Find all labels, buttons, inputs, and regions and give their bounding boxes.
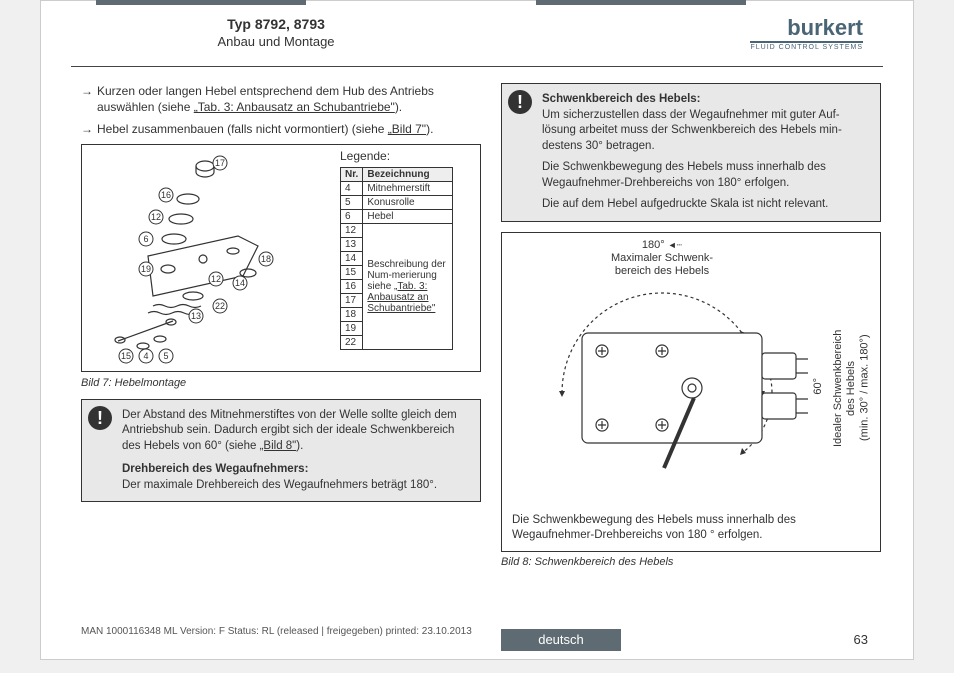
brand-logo: burkert FLUID CONTROL SYSTEMS	[750, 15, 863, 51]
left-column: → Kurzen oder langen Hebel entsprechend …	[81, 83, 481, 502]
note-text: Um sicherzustellen dass der Wegaufnehmer…	[542, 108, 872, 155]
note-text: Der maximale Drehbereich des Wegaufnehme…	[122, 478, 472, 494]
link-bild7[interactable]: „Bild 7"	[388, 122, 426, 136]
right-column: ! Schwenkbereich des Hebels: Um sicherzu…	[501, 83, 881, 568]
page-number: 63	[854, 632, 868, 647]
svg-text:19: 19	[141, 264, 151, 274]
logo-tagline: FLUID CONTROL SYSTEMS	[750, 41, 863, 51]
figure-8-box: 180° ◄┄ Maximaler Schwenk- bereich des H…	[501, 232, 881, 552]
instruction-text: Kurzen oder langen Hebel entsprechend de…	[97, 83, 481, 115]
language-tab: deutsch	[501, 629, 621, 651]
tab-marker-left	[96, 0, 306, 5]
note-text: Der Abstand des Mitnehmerstiftes von der…	[122, 408, 472, 455]
svg-text:14: 14	[235, 278, 245, 288]
tab-marker-right	[536, 0, 746, 5]
type-number: Typ 8792, 8793	[101, 16, 451, 32]
note-heading: Drehbereich des Wegaufnehmers:	[122, 462, 472, 478]
figure-7-diagram: 17 16 12 6 19 18 14 12 22 13 15 4 5	[88, 151, 323, 366]
legend-title: Legende:	[340, 149, 390, 163]
instruction-text: Hebel zusammenbauen (falls nicht vormont…	[97, 121, 433, 137]
link-tab3[interactable]: „Tab. 3: Anbausatz an Schubantriebe"	[194, 100, 395, 114]
arrow-icon: →	[81, 121, 93, 137]
svg-text:12: 12	[211, 274, 221, 284]
legend-header-bez: Bezeichnung	[363, 167, 453, 181]
note-heading: Schwenkbereich des Hebels:	[542, 92, 872, 108]
legend-header-nr: Nr.	[341, 167, 363, 181]
page: Typ 8792, 8793 Anbau und Montage burkert…	[40, 0, 914, 660]
svg-text:18: 18	[261, 254, 271, 264]
note-box-left: ! Der Abstand des Mitnehmerstiftes von d…	[81, 399, 481, 503]
svg-text:16: 16	[161, 190, 171, 200]
svg-text:15: 15	[121, 351, 131, 361]
svg-text:12: 12	[151, 212, 161, 222]
figure-8-caption: Bild 8: Schwenkbereich des Hebels	[501, 556, 881, 568]
logo-text: burkert	[750, 15, 863, 41]
instruction-item: → Hebel zusammenbauen (falls nicht vormo…	[81, 121, 481, 137]
footer-metadata: MAN 1000116348 ML Version: F Status: RL …	[81, 626, 472, 637]
section-title: Anbau und Montage	[101, 34, 451, 49]
svg-text:4: 4	[143, 351, 148, 361]
note-text: Die auf dem Hebel aufgedruckte Skala ist…	[542, 197, 872, 213]
header-title-block: Typ 8792, 8793 Anbau und Montage	[101, 16, 451, 49]
svg-text:13: 13	[191, 311, 201, 321]
note-box-right: ! Schwenkbereich des Hebels: Um sicherzu…	[501, 83, 881, 222]
figure-8-diagram	[502, 233, 882, 493]
fig8-label-ideal: Idealer Schwenkbereich des Hebels (min. …	[832, 318, 872, 458]
note-text: Die Schwenkbewegung des Hebels muss inne…	[542, 160, 872, 191]
fig8-label-60: 60°	[812, 378, 824, 395]
figure-7-box: 17 16 12 6 19 18 14 12 22 13 15 4 5	[81, 144, 481, 372]
instruction-item: → Kurzen oder langen Hebel entsprechend …	[81, 83, 481, 115]
fig8-bottom-text: Die Schwenkbewegung des Hebels muss inne…	[512, 513, 872, 543]
figure-7-caption: Bild 7: Hebelmontage	[81, 377, 481, 389]
attention-icon: !	[88, 406, 112, 430]
attention-icon: !	[508, 90, 532, 114]
arrow-icon: →	[81, 83, 93, 115]
svg-text:6: 6	[143, 234, 148, 244]
svg-text:22: 22	[215, 301, 225, 311]
legend-table: Nr. Bezeichnung 4Mitnehmerstift 5Konusro…	[340, 167, 453, 350]
svg-text:5: 5	[163, 351, 168, 361]
svg-text:17: 17	[215, 158, 225, 168]
page-header: Typ 8792, 8793 Anbau und Montage burkert…	[41, 13, 913, 73]
legend-multi-desc: Beschreibung der Num-merierung siehe „Ta…	[363, 223, 453, 349]
header-rule	[71, 66, 883, 67]
